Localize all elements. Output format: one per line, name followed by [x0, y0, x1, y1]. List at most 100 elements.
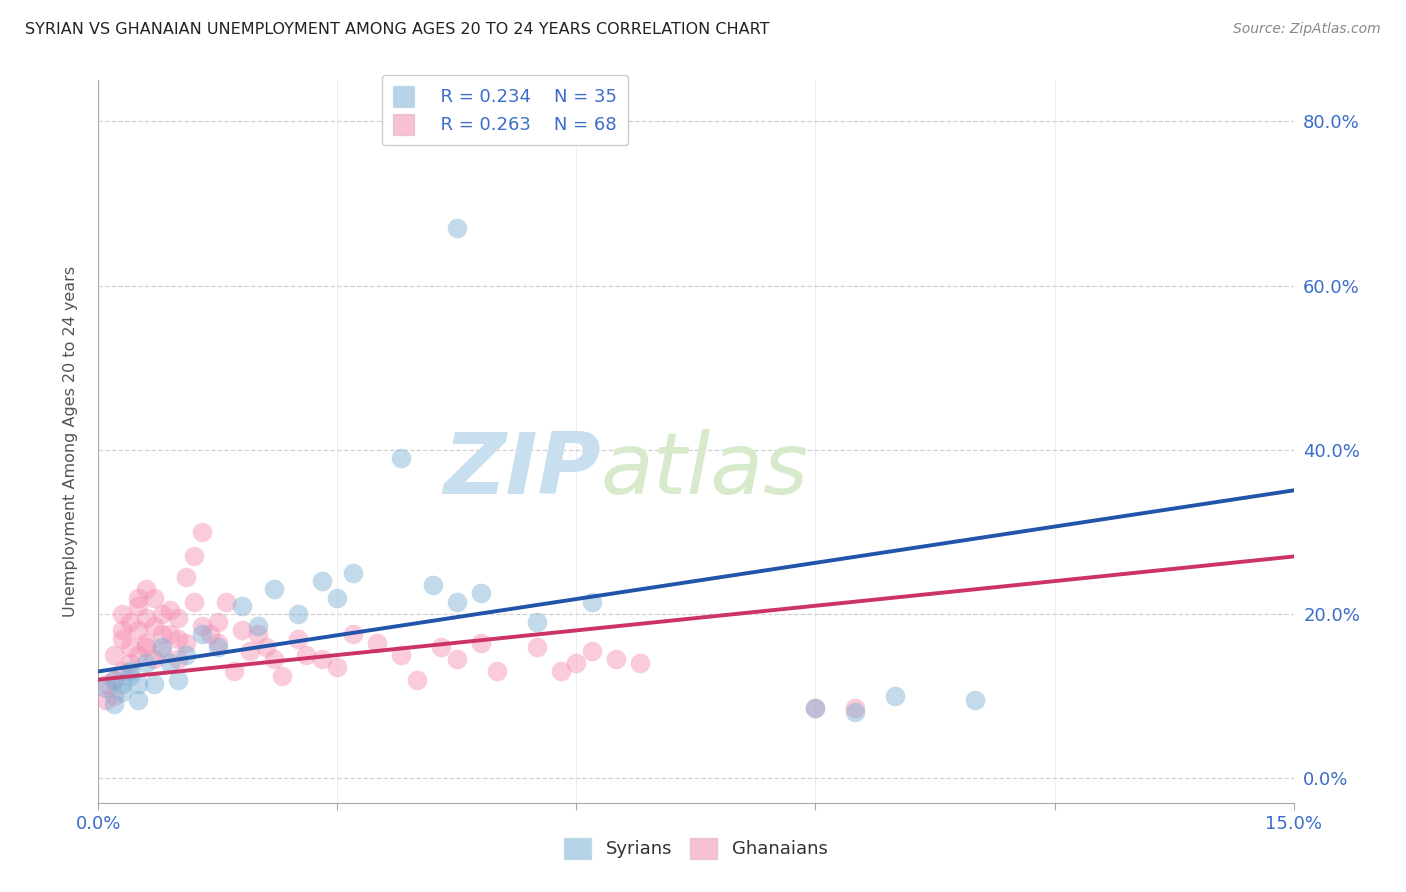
- Point: [422, 578, 444, 592]
- Point: [150, 644, 173, 658]
- Point: [183, 594, 205, 608]
- Point: [111, 685, 134, 699]
- Point: [263, 652, 285, 666]
- Point: [270, 668, 292, 682]
- Point: [159, 657, 181, 671]
- Point: [884, 689, 907, 703]
- Point: [406, 673, 429, 687]
- Point: [254, 640, 277, 654]
- Point: [526, 640, 548, 654]
- Point: [174, 570, 197, 584]
- Point: [150, 607, 173, 621]
- Point: [135, 657, 157, 671]
- Point: [446, 652, 468, 666]
- Point: [120, 668, 142, 682]
- Point: [103, 648, 125, 662]
- Point: [311, 652, 333, 666]
- Point: [127, 693, 149, 707]
- Point: [628, 657, 651, 671]
- Point: [127, 591, 149, 605]
- Point: [111, 665, 134, 679]
- Point: [120, 657, 142, 671]
- Point: [485, 665, 508, 679]
- Point: [804, 701, 827, 715]
- Point: [581, 644, 603, 658]
- Point: [183, 549, 205, 564]
- Point: [135, 636, 157, 650]
- Point: [581, 594, 603, 608]
- Point: [287, 632, 309, 646]
- Point: [963, 693, 986, 707]
- Point: [103, 698, 125, 712]
- Point: [159, 627, 181, 641]
- Point: [96, 681, 118, 695]
- Point: [191, 627, 214, 641]
- Point: [127, 648, 149, 662]
- Point: [287, 607, 309, 621]
- Point: [159, 603, 181, 617]
- Point: [135, 582, 157, 597]
- Point: [111, 607, 134, 621]
- Point: [143, 591, 166, 605]
- Point: [111, 632, 134, 646]
- Point: [239, 644, 262, 658]
- Point: [231, 599, 253, 613]
- Point: [222, 665, 245, 679]
- Point: [326, 660, 349, 674]
- Point: [565, 657, 588, 671]
- Point: [135, 611, 157, 625]
- Point: [96, 693, 118, 707]
- Point: [342, 566, 364, 580]
- Point: [143, 677, 166, 691]
- Point: [103, 673, 125, 687]
- Point: [174, 648, 197, 662]
- Point: [311, 574, 333, 588]
- Point: [96, 677, 118, 691]
- Point: [111, 624, 134, 638]
- Point: [326, 591, 349, 605]
- Point: [207, 636, 229, 650]
- Point: [470, 586, 492, 600]
- Point: [844, 701, 866, 715]
- Point: [550, 665, 572, 679]
- Point: [342, 627, 364, 641]
- Point: [605, 652, 627, 666]
- Point: [246, 619, 269, 633]
- Text: Source: ZipAtlas.com: Source: ZipAtlas.com: [1233, 22, 1381, 37]
- Point: [430, 640, 453, 654]
- Point: [215, 594, 238, 608]
- Point: [446, 594, 468, 608]
- Point: [127, 624, 149, 638]
- Legend: Syrians, Ghanaians: Syrians, Ghanaians: [557, 830, 835, 866]
- Point: [103, 689, 125, 703]
- Point: [127, 599, 149, 613]
- Point: [167, 632, 190, 646]
- Point: [167, 611, 190, 625]
- Point: [120, 640, 142, 654]
- Point: [120, 615, 142, 630]
- Point: [294, 648, 316, 662]
- Point: [263, 582, 285, 597]
- Point: [804, 701, 827, 715]
- Point: [844, 706, 866, 720]
- Point: [174, 636, 197, 650]
- Point: [150, 627, 173, 641]
- Point: [143, 652, 166, 666]
- Point: [111, 677, 134, 691]
- Point: [167, 652, 190, 666]
- Text: atlas: atlas: [600, 429, 808, 512]
- Point: [150, 640, 173, 654]
- Point: [127, 677, 149, 691]
- Point: [526, 615, 548, 630]
- Point: [103, 673, 125, 687]
- Point: [120, 665, 142, 679]
- Point: [167, 673, 190, 687]
- Text: SYRIAN VS GHANAIAN UNEMPLOYMENT AMONG AGES 20 TO 24 YEARS CORRELATION CHART: SYRIAN VS GHANAIAN UNEMPLOYMENT AMONG AG…: [25, 22, 770, 37]
- Point: [191, 524, 214, 539]
- Point: [191, 619, 214, 633]
- Point: [198, 627, 221, 641]
- Point: [246, 627, 269, 641]
- Y-axis label: Unemployment Among Ages 20 to 24 years: Unemployment Among Ages 20 to 24 years: [63, 266, 77, 617]
- Point: [446, 221, 468, 235]
- Text: ZIP: ZIP: [443, 429, 600, 512]
